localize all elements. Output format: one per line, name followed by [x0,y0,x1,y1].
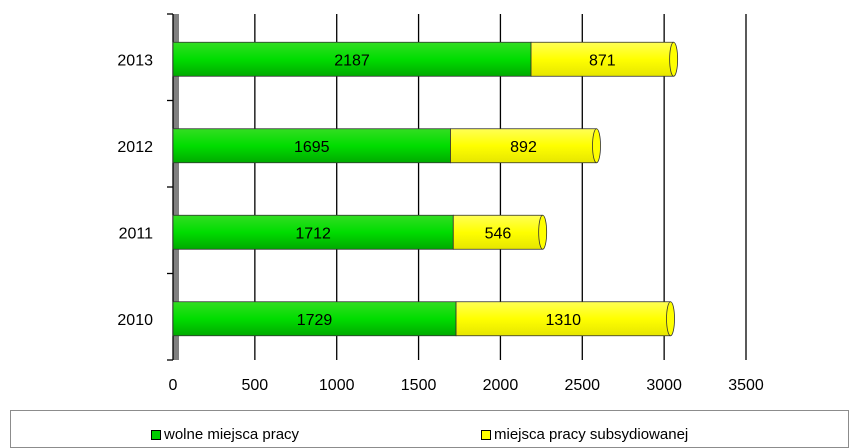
data-label-2013-series-0: 2187 [334,52,370,69]
category-label-2012: 2012 [117,139,153,156]
axis-wall [173,14,179,360]
category-label-2011: 2011 [119,225,154,242]
data-label-2012-series-0: 1695 [294,139,330,156]
x-tick-label-1500: 1500 [401,377,437,394]
legend: wolne miejsca pracy miejsca pracy subsyd… [10,410,849,448]
bar-cap-2013 [669,41,679,77]
x-tick-label-1000: 1000 [319,377,355,394]
bar-2010-series-0 [172,301,457,337]
x-tick-label-0: 0 [169,377,178,394]
x-tick-label-2500: 2500 [564,377,600,394]
bar-2011-series-1 [452,214,544,250]
data-label-2011-series-0: 1712 [295,225,331,242]
category-label-2010: 2010 [117,312,153,329]
legend-label-wolne: wolne miejsca pracy [164,426,300,443]
data-label-2010-series-0: 1729 [297,312,333,329]
x-tick-label-2000: 2000 [483,377,519,394]
x-tick-label-3500: 3500 [728,377,764,394]
bar-2010-series-1 [455,301,671,337]
legend-swatch-yellow [481,429,491,440]
bar-2012-series-1 [450,128,597,164]
bar-cap-2010 [666,301,675,337]
data-label-2010-series-1: 1310 [545,312,581,329]
legend-item-wolne: wolne miejsca pracy [151,426,299,443]
bar-2011-series-0 [172,214,454,250]
legend-label-subsydiowane: miejsca pracy subsydiowanej [494,426,689,443]
data-label-2011-series-1: 546 [485,225,512,242]
data-label-2013-series-1: 871 [589,52,616,69]
bar-2013-series-1 [530,41,675,77]
x-tick-label-3000: 3000 [646,377,682,394]
data-label-2012-series-1: 892 [510,139,537,156]
bar-2013-series-0 [172,41,532,77]
x-tick-label-500: 500 [242,377,269,394]
stacked-bar-chart: 0 500 1000 1500 2000 2500 3000 3500 2010 1729 1310… [117,13,764,394]
legend-item-subsydiowane: miejsca pracy subsydiowanej [481,426,688,443]
bar-cap-2012 [592,128,601,164]
category-label-2013: 2013 [117,52,153,69]
labels: 0 500 1000 1500 2000 2500 3000 3500 2010 1729 1310… [117,52,763,394]
bar-2012-series-0 [172,128,451,164]
legend-swatch-green [151,429,161,440]
bar-cap-2011 [538,214,548,250]
bars [172,41,679,337]
